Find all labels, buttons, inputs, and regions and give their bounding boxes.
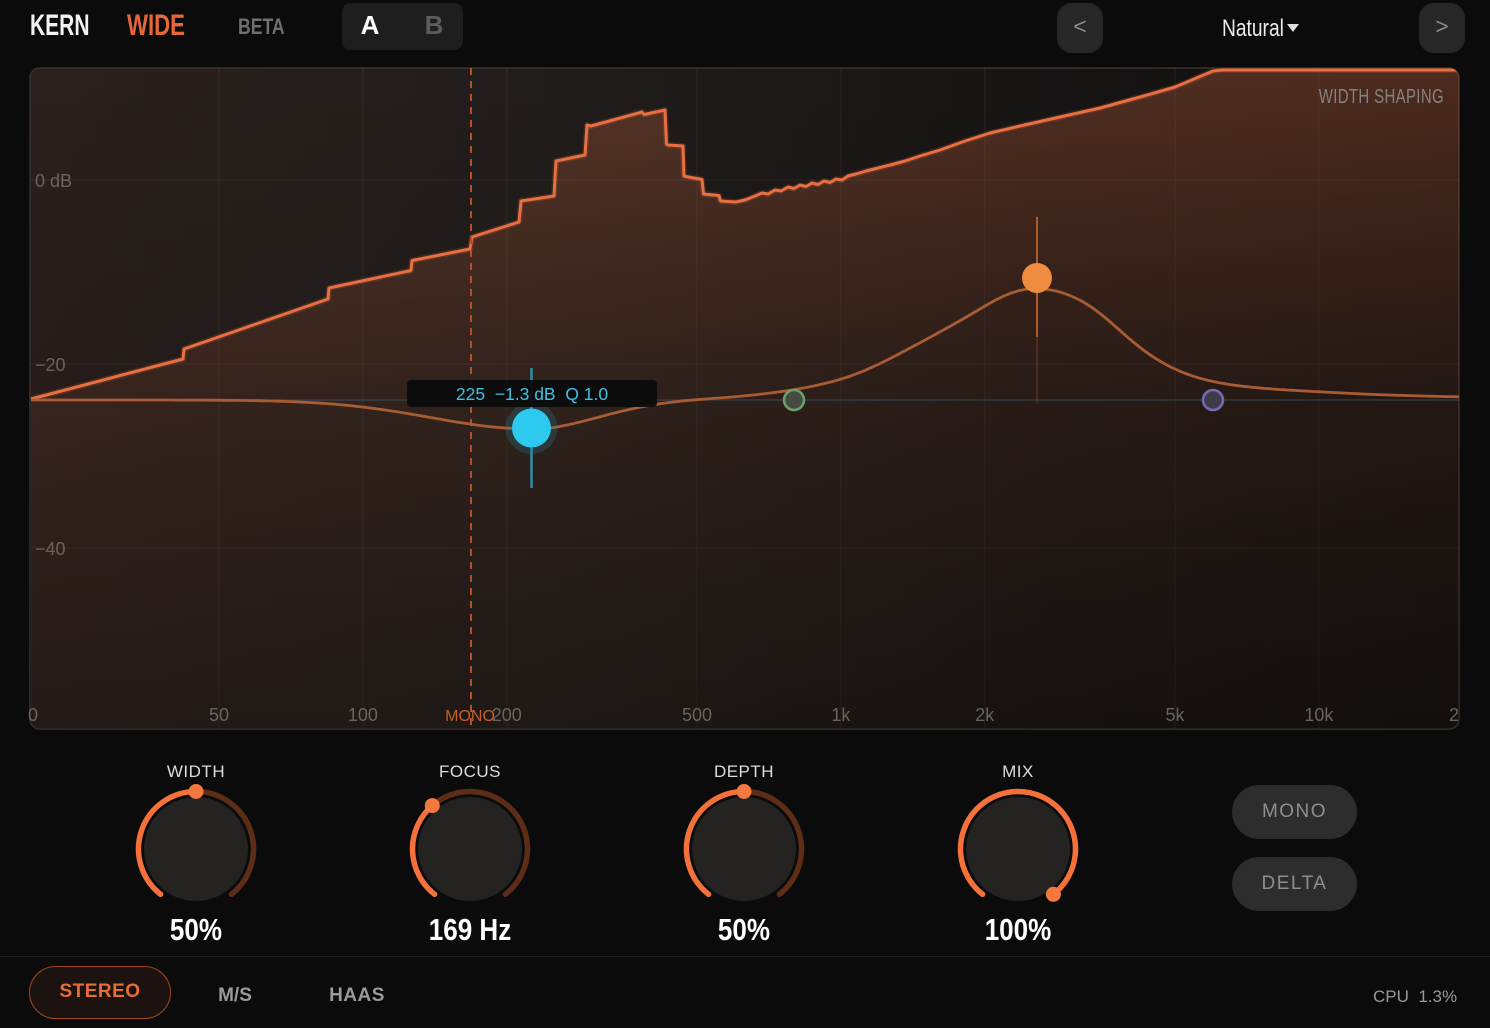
- svg-text:5k: 5k: [1165, 705, 1185, 725]
- svg-text:10k: 10k: [1304, 705, 1334, 725]
- svg-text:200: 200: [492, 705, 522, 725]
- svg-text:225 −1.3 dB Q 1.0: 225 −1.3 dB Q 1.0: [456, 384, 609, 404]
- svg-text:100: 100: [348, 705, 378, 725]
- svg-text:−20: −20: [35, 355, 66, 375]
- svg-text:500: 500: [682, 705, 712, 725]
- svg-text:WIDTH SHAPING: WIDTH SHAPING: [1319, 85, 1444, 108]
- svg-text:20k: 20k: [1449, 705, 1479, 725]
- svg-text:0 dB: 0 dB: [35, 171, 72, 191]
- svg-text:50: 50: [209, 705, 229, 725]
- svg-text:1k: 1k: [831, 705, 851, 725]
- svg-text:−40: −40: [35, 539, 66, 559]
- svg-text:2k: 2k: [975, 705, 995, 725]
- svg-text:0: 0: [28, 705, 38, 725]
- svg-text:MONO: MONO: [445, 708, 495, 725]
